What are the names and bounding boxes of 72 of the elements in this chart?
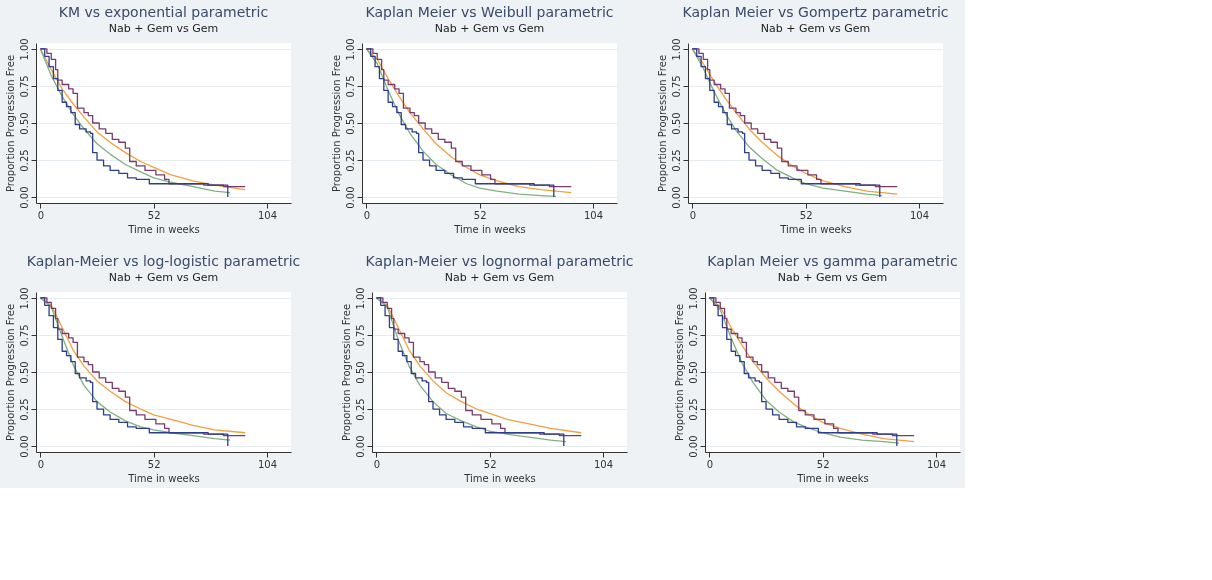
x-axis-title: Time in weeks — [127, 472, 200, 484]
y-tick-label: 1.00 — [687, 287, 699, 310]
x-tick-label: 52 — [147, 458, 161, 470]
chart-subtitle: Nab + Gem vs Gem — [434, 21, 545, 35]
x-tick-label: 52 — [147, 209, 161, 221]
x-axis-title: Time in weeks — [127, 223, 200, 235]
x-axis-title: Time in weeks — [453, 223, 526, 235]
y-tick-label: 0.00 — [18, 435, 30, 458]
y-tick-label: 0.25 — [18, 398, 30, 421]
y-tick-label: 0.75 — [670, 75, 682, 98]
x-tick-label: 0 — [37, 458, 45, 470]
y-tick-label: 1.00 — [18, 38, 30, 61]
x-tick-label: 52 — [799, 209, 813, 221]
y-axis-title: Proportion Progression Free — [673, 303, 685, 442]
x-axis-title: Time in weeks — [796, 472, 869, 484]
x-tick-label: 52 — [483, 458, 497, 470]
y-tick-label: 0.50 — [670, 112, 682, 135]
chart-title: Kaplan-Meier vs lognormal parametric — [365, 252, 634, 269]
x-tick-label: 104 — [583, 209, 604, 221]
chart-subtitle: Nab + Gem vs Gem — [760, 21, 871, 35]
y-tick-label: 0.00 — [344, 186, 356, 209]
y-tick-label: 0.75 — [354, 324, 366, 347]
y-tick-label: 0.75 — [18, 75, 30, 98]
x-tick-label: 104 — [926, 458, 947, 470]
y-tick-label: 0.00 — [354, 435, 366, 458]
x-tick-label: 104 — [909, 209, 930, 221]
y-tick-label: 1.00 — [344, 38, 356, 61]
y-tick-label: 1.00 — [354, 287, 366, 310]
y-tick-label: 0.00 — [687, 435, 699, 458]
y-tick-label: 0.50 — [687, 361, 699, 384]
y-tick-label: 1.00 — [18, 287, 30, 310]
x-tick-label: 104 — [257, 209, 278, 221]
x-tick-label: 0 — [689, 209, 697, 221]
y-tick-label: 0.50 — [354, 361, 366, 384]
y-tick-label: 0.25 — [687, 398, 699, 421]
y-tick-label: 0.50 — [18, 112, 30, 135]
y-tick-label: 0.50 — [18, 361, 30, 384]
y-tick-label: 0.25 — [354, 398, 366, 421]
y-axis-title: Proportion Progression Free — [340, 303, 352, 442]
y-axis-title: Proportion Progression Free — [4, 303, 16, 442]
y-axis-title: Proportion Progression Free — [656, 54, 668, 193]
chart-title: Kaplan Meier vs Weibull parametric — [365, 3, 614, 20]
y-axis-title: Proportion Progression Free — [4, 54, 16, 193]
chart-title: KM vs exponential parametric — [58, 3, 269, 20]
chart-title: Kaplan Meier vs gamma parametric — [707, 252, 958, 269]
y-tick-label: 0.25 — [670, 149, 682, 172]
x-tick-label: 0 — [37, 209, 45, 221]
chart-subtitle: Nab + Gem vs Gem — [777, 270, 888, 284]
y-tick-label: 1.00 — [670, 38, 682, 61]
y-axis-title: Proportion Progression Free — [330, 54, 342, 193]
y-tick-label: 0.25 — [18, 149, 30, 172]
y-tick-label: 0.75 — [687, 324, 699, 347]
chart-subtitle: Nab + Gem vs Gem — [444, 270, 555, 284]
chart-subtitle: Nab + Gem vs Gem — [108, 21, 219, 35]
x-tick-label: 0 — [373, 458, 381, 470]
x-axis-title: Time in weeks — [463, 472, 536, 484]
x-tick-label: 104 — [257, 458, 278, 470]
chart-title: Kaplan Meier vs Gompertz parametric — [682, 3, 949, 20]
x-tick-label: 52 — [473, 209, 487, 221]
x-tick-label: 52 — [816, 458, 830, 470]
y-tick-label: 0.75 — [344, 75, 356, 98]
y-tick-label: 0.00 — [18, 186, 30, 209]
y-tick-label: 0.75 — [18, 324, 30, 347]
x-tick-label: 0 — [363, 209, 371, 221]
x-tick-label: 0 — [706, 458, 714, 470]
x-axis-title: Time in weeks — [779, 223, 852, 235]
chart-title: Kaplan-Meier vs log-logistic parametric — [26, 252, 301, 269]
chart-subtitle: Nab + Gem vs Gem — [108, 270, 219, 284]
y-tick-label: 0.25 — [344, 149, 356, 172]
y-tick-label: 0.00 — [670, 186, 682, 209]
x-tick-label: 104 — [593, 458, 614, 470]
y-tick-label: 0.50 — [344, 112, 356, 135]
